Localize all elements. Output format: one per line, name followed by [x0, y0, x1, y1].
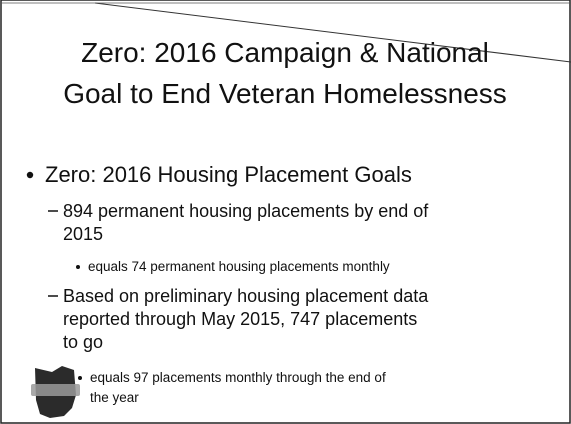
title-line: Goal to End Veteran Homelessness [63, 78, 507, 109]
bullet-text: to go [63, 332, 103, 352]
bullet-text: 2015 [63, 224, 103, 244]
bullet-text: equals 97 placements monthly through the… [90, 370, 386, 385]
bullet-text: the year [90, 390, 139, 405]
bullet-text: reported through May 2015, 747 placement… [63, 309, 417, 329]
logo-banner [31, 384, 80, 396]
bullet [76, 265, 80, 269]
bullet-text: 894 permanent housing placements by end … [63, 201, 429, 221]
decorative-line [94, 2, 571, 63]
bullet [78, 376, 82, 380]
title-line: Zero: 2016 Campaign & National [81, 37, 489, 68]
bullet-text: Zero: 2016 Housing Placement Goals [45, 162, 412, 187]
bullet [26, 171, 34, 179]
bullet-text: equals 74 permanent housing placements m… [88, 259, 390, 274]
bullet-text: Based on preliminary housing placement d… [63, 286, 429, 306]
ohio-logo [31, 366, 80, 418]
